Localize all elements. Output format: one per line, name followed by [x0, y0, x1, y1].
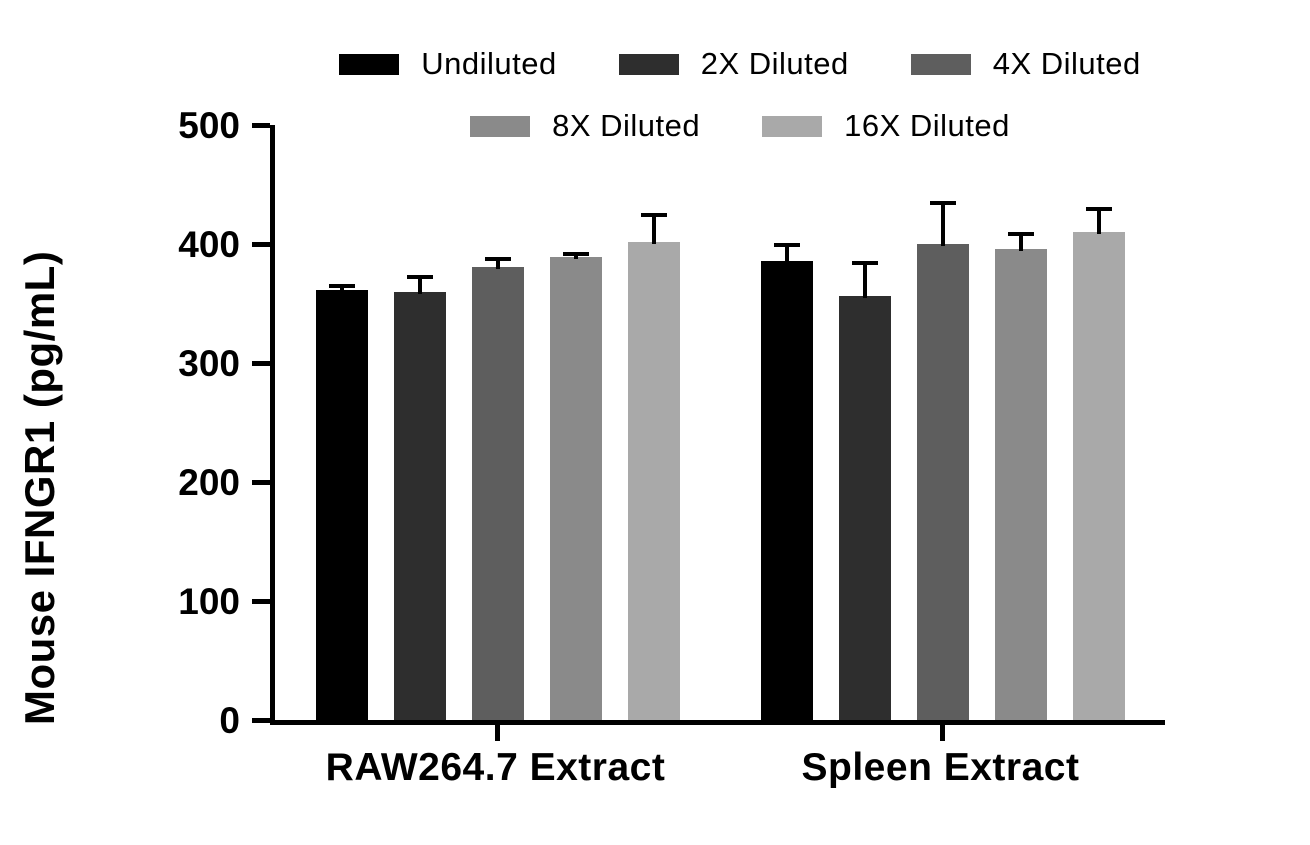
- bar-undiluted-raw264-7-extract: [315, 290, 368, 720]
- legend-label: 16X Diluted: [844, 108, 1010, 143]
- bar-undiluted-spleen-extract: [760, 260, 813, 720]
- legend-swatch-icon: [618, 53, 679, 75]
- error-bar: [940, 201, 945, 246]
- y-axis-tick: [252, 360, 270, 366]
- chart-legend: Undiluted 2X Diluted 4X Diluted 8X Diluted 1…: [170, 46, 1310, 144]
- legend-label: Undiluted: [421, 46, 557, 81]
- plot-area: 0 100 200 300 400 500: [178, 107, 1165, 741]
- error-bar-cap: [773, 242, 800, 247]
- legend-item-undiluted: Undiluted: [339, 46, 556, 82]
- legend-item-8x-diluted: 8X Diluted: [470, 108, 700, 144]
- error-bar-cap: [929, 201, 956, 206]
- error-bar: [784, 242, 789, 263]
- y-axis-tick-label: 300: [178, 343, 240, 384]
- y-axis-tick: [252, 598, 270, 604]
- error-bar: [651, 213, 656, 244]
- bar-16x-diluted-spleen-extract: [1072, 232, 1125, 720]
- error-bar-cap: [562, 252, 589, 257]
- legend-item-16x-diluted: 16X Diluted: [762, 108, 1010, 144]
- error-bar: [417, 274, 422, 294]
- error-bar: [1018, 232, 1023, 251]
- error-bar-cap: [406, 274, 433, 279]
- x-category-label: RAW264.7 Extract: [325, 746, 666, 789]
- legend-label: 8X Diluted: [552, 108, 701, 143]
- bar-4x-diluted-raw264-7-extract: [471, 266, 524, 720]
- bar-16x-diluted-raw264-7-extract: [627, 241, 680, 720]
- y-axis-tick-label: 200: [178, 462, 240, 503]
- bar-2x-diluted-spleen-extract: [838, 296, 891, 720]
- legend-swatch-icon: [910, 53, 971, 75]
- legend-item-4x-diluted: 4X Diluted: [910, 46, 1141, 82]
- error-bar-cap: [484, 257, 511, 262]
- bar-8x-diluted-spleen-extract: [994, 248, 1047, 720]
- legend-row: 8X Diluted 16X Diluted: [470, 108, 1010, 144]
- y-axis-title: Mouse IFNGR1 (pg/mL): [16, 250, 63, 725]
- x-category-label: Spleen Extract: [801, 746, 1080, 789]
- y-axis-tick-label: 500: [178, 105, 240, 146]
- legend-label: 2X Diluted: [700, 46, 849, 81]
- y-axis-tick-label: 0: [219, 700, 240, 741]
- error-bar-cap: [640, 213, 667, 218]
- y-axis-tick: [252, 717, 270, 723]
- legend-row: Undiluted 2X Diluted 4X Diluted: [339, 46, 1141, 82]
- y-axis-tick: [252, 241, 270, 247]
- legend-swatch-icon: [339, 53, 400, 75]
- error-bar: [495, 257, 500, 269]
- error-bar-cap: [1085, 207, 1112, 212]
- legend-swatch-icon: [762, 115, 823, 137]
- y-axis-tick: [252, 122, 270, 128]
- legend-item-2x-diluted: 2X Diluted: [618, 46, 849, 82]
- y-axis-tick-label: 100: [178, 581, 240, 622]
- y-axis-tick-label: 400: [178, 224, 240, 265]
- error-bar-cap: [851, 260, 878, 265]
- error-bar: [862, 260, 867, 299]
- legend-swatch-icon: [470, 115, 531, 137]
- error-bar: [1096, 207, 1101, 235]
- error-bar-cap: [1007, 232, 1034, 237]
- bar-2x-diluted-raw264-7-extract: [393, 291, 446, 720]
- y-axis-tick: [252, 479, 270, 485]
- bar-8x-diluted-raw264-7-extract: [549, 257, 602, 720]
- x-axis-tick: [940, 725, 945, 741]
- legend-label: 4X Diluted: [992, 46, 1141, 81]
- bar-4x-diluted-spleen-extract: [916, 244, 969, 720]
- x-axis-tick: [495, 725, 500, 741]
- error-bar-cap: [328, 284, 355, 289]
